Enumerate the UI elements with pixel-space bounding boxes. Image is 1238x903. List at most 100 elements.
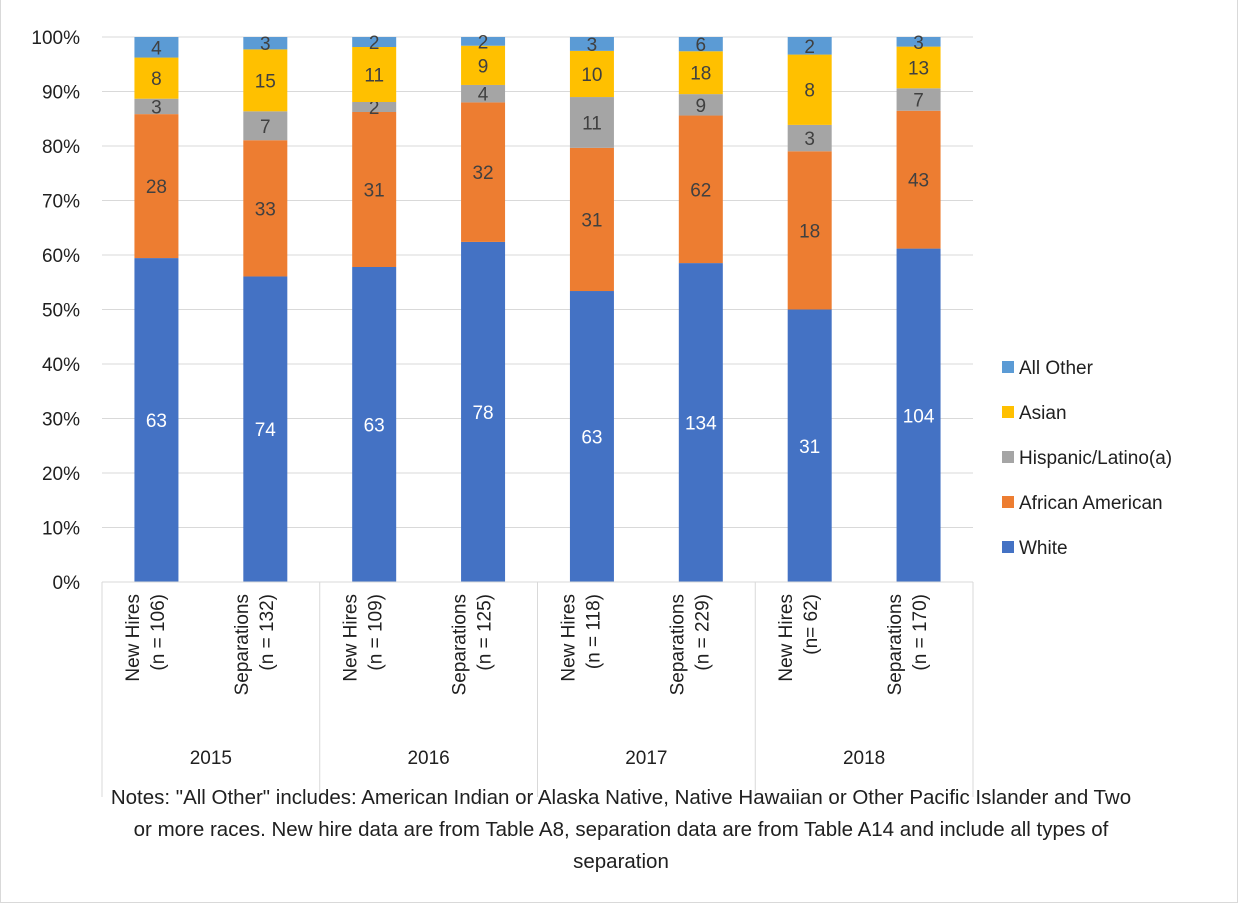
data-label: 2 — [478, 32, 489, 53]
bar-segment — [134, 258, 179, 582]
data-label: 31 — [799, 437, 820, 458]
bar-segment — [134, 114, 179, 259]
x-group-label: 2017 — [625, 748, 667, 769]
bar-segment — [569, 97, 614, 148]
x-category-label: (n = 125) — [475, 594, 496, 671]
data-label: 63 — [146, 411, 167, 432]
bar-segment — [678, 51, 723, 95]
data-label: 13 — [908, 58, 929, 79]
x-category-label: (n = 229) — [692, 594, 713, 671]
x-category-label: New Hires — [776, 594, 797, 682]
data-label: 4 — [478, 85, 489, 106]
bar-segment — [569, 37, 614, 51]
legend-swatch — [1002, 451, 1014, 463]
bar-segment — [243, 37, 288, 50]
bar-segment — [243, 276, 288, 582]
data-label: 63 — [364, 416, 385, 437]
data-label: 3 — [913, 33, 924, 54]
data-label: 15 — [255, 71, 276, 92]
x-category-label: (n = 170) — [910, 594, 931, 671]
bar-segment — [896, 37, 941, 47]
bar-segment — [569, 50, 614, 98]
bar-segment — [352, 37, 397, 47]
x-category-label: (n = 106) — [148, 594, 169, 671]
data-label: 33 — [255, 199, 276, 220]
bar-segment — [678, 263, 723, 582]
bar-segment — [787, 124, 832, 152]
x-category-label: Separations — [667, 594, 688, 695]
data-label: 10 — [581, 65, 602, 86]
data-label: 134 — [685, 414, 717, 435]
data-label: 3 — [587, 35, 598, 56]
bar-segment — [896, 88, 941, 111]
legend-swatch — [1002, 361, 1014, 373]
y-tick-label: 70% — [42, 192, 80, 213]
x-category-label: (n = 118) — [583, 594, 604, 669]
bar-segment — [461, 45, 506, 85]
data-label: 31 — [581, 210, 602, 231]
bar-segment — [678, 94, 723, 116]
legend-label: Asian — [1019, 403, 1067, 424]
data-label: 8 — [151, 69, 162, 90]
data-label: 11 — [364, 66, 384, 87]
data-label: 2 — [804, 37, 815, 58]
bar-segment — [134, 57, 179, 99]
x-group-label: 2015 — [190, 748, 232, 769]
legend-swatch — [1002, 496, 1014, 508]
y-tick-label: 10% — [42, 519, 80, 540]
x-category-label: (n = 109) — [366, 594, 387, 671]
y-tick-label: 90% — [42, 83, 80, 104]
bar-segment — [134, 98, 179, 115]
data-label: 62 — [690, 180, 711, 201]
data-label: 78 — [472, 403, 493, 424]
bar-segment — [678, 115, 723, 264]
bar-segment — [787, 309, 832, 582]
bar-segment — [569, 147, 614, 292]
data-label: 74 — [255, 420, 277, 441]
data-label: 6 — [696, 35, 707, 56]
bar-segment — [352, 102, 397, 112]
data-label: 18 — [799, 221, 820, 242]
y-tick-label: 30% — [42, 410, 80, 431]
data-label: 11 — [582, 113, 602, 134]
bar-segment — [352, 47, 397, 102]
bar-segment — [352, 112, 397, 267]
bar-segment — [461, 102, 506, 242]
legend-swatch — [1002, 406, 1014, 418]
bar-segment — [134, 37, 179, 58]
chart-notes: Notes: "All Other" includes: American In… — [110, 786, 1132, 873]
data-label: 63 — [581, 428, 602, 449]
bar-segment — [461, 241, 506, 583]
bar-segment — [896, 248, 941, 582]
x-category-label: Separations — [232, 594, 253, 695]
data-label: 7 — [260, 117, 271, 138]
x-group-label: 2018 — [843, 748, 885, 769]
data-label: 28 — [146, 177, 167, 198]
data-label: 2 — [369, 98, 380, 119]
data-label: 9 — [696, 96, 707, 117]
bar-segment — [461, 37, 506, 46]
bar-segment — [569, 291, 614, 582]
x-category-label: New Hires — [123, 594, 144, 682]
data-label: 3 — [804, 129, 815, 150]
x-category-label: Separations — [450, 594, 471, 695]
y-tick-label: 40% — [42, 355, 80, 376]
bar-segment — [243, 49, 288, 112]
data-label: 43 — [908, 171, 929, 192]
data-label: 3 — [151, 97, 162, 118]
x-group-label: 2016 — [407, 748, 449, 769]
data-label: 4 — [151, 38, 162, 59]
y-tick-label: 60% — [42, 246, 80, 267]
x-category-label: Separations — [885, 594, 906, 695]
x-category-label: (n= 62) — [801, 594, 822, 655]
y-tick-label: 80% — [42, 137, 80, 158]
legend-label: White — [1019, 538, 1068, 559]
data-label: 104 — [903, 406, 935, 427]
data-label: 32 — [472, 163, 493, 184]
x-category-label: New Hires — [558, 594, 579, 682]
bar-segment — [352, 267, 397, 582]
y-tick-label: 50% — [42, 301, 80, 322]
bar-segment — [787, 37, 832, 55]
